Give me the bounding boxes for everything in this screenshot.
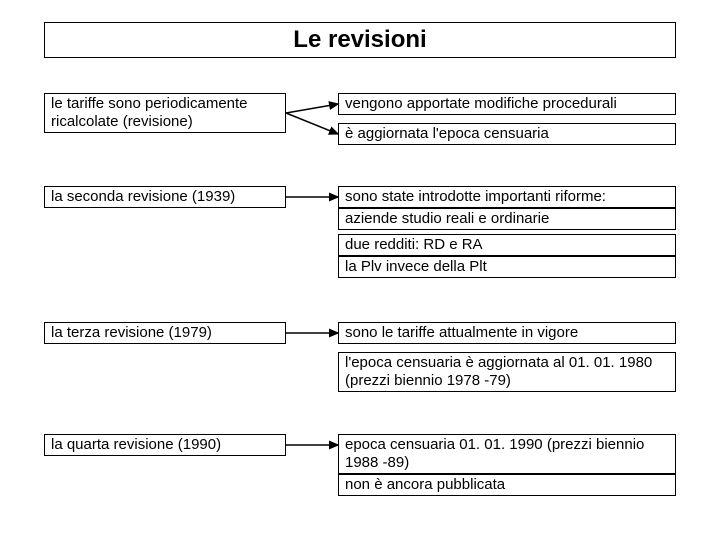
arrows-layer xyxy=(0,0,720,540)
arrow xyxy=(286,104,338,113)
arrow xyxy=(286,113,338,134)
